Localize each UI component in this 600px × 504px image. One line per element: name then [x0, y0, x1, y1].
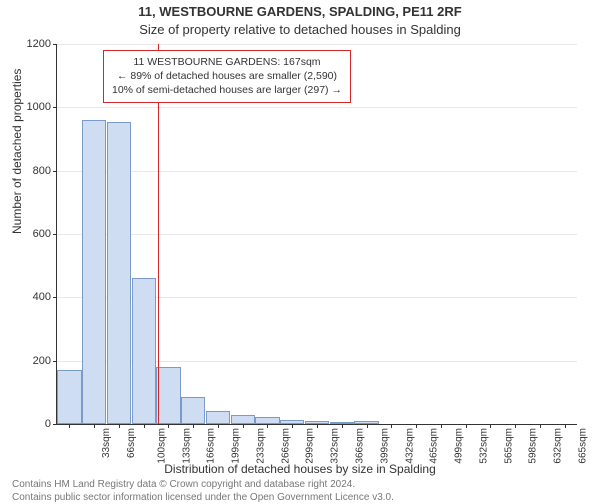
histogram-bar — [57, 370, 81, 424]
x-tick-label: 166sqm — [204, 428, 217, 464]
y-axis-label: Number of detached properties — [10, 69, 24, 234]
histogram-bar — [181, 397, 205, 424]
x-tick-mark — [416, 424, 417, 428]
x-tick-mark — [367, 424, 368, 428]
x-tick-label: 233sqm — [254, 428, 267, 464]
gridline — [57, 234, 577, 235]
x-tick-label: 432sqm — [402, 428, 415, 464]
x-tick-mark — [515, 424, 516, 428]
chart-title-sub: Size of property relative to detached ho… — [0, 22, 600, 37]
x-tick-label: 565sqm — [501, 428, 514, 464]
x-tick-label: 266sqm — [278, 428, 291, 464]
x-tick-label: 33sqm — [99, 428, 112, 458]
x-axis-label: Distribution of detached houses by size … — [0, 462, 600, 476]
histogram-bar — [156, 367, 180, 424]
histogram-bar — [107, 122, 131, 424]
x-tick-mark — [565, 424, 566, 428]
y-tick-label: 600 — [33, 228, 57, 240]
x-tick-mark — [490, 424, 491, 428]
histogram-bar — [255, 417, 279, 424]
y-tick-label: 200 — [33, 355, 57, 367]
annotation-line-3: 10% of semi-detached houses are larger (… — [112, 83, 342, 97]
x-tick-label: 199sqm — [229, 428, 242, 464]
footer-line-1: Contains HM Land Registry data © Crown c… — [12, 478, 394, 491]
x-tick-mark — [193, 424, 194, 428]
x-tick-mark — [267, 424, 268, 428]
y-tick-label: 1200 — [27, 38, 57, 50]
x-tick-label: 133sqm — [179, 428, 192, 464]
x-tick-mark — [292, 424, 293, 428]
x-tick-label: 100sqm — [154, 428, 167, 464]
x-tick-mark — [168, 424, 169, 428]
annotation-line-2: ← 89% of detached houses are smaller (2,… — [112, 69, 342, 83]
x-tick-mark — [441, 424, 442, 428]
histogram-bar — [231, 415, 255, 425]
x-tick-label: 665sqm — [575, 428, 588, 464]
x-tick-mark — [144, 424, 145, 428]
x-tick-mark — [243, 424, 244, 428]
x-tick-mark — [342, 424, 343, 428]
annotation-line-1: 11 WESTBOURNE GARDENS: 167sqm — [112, 55, 342, 69]
x-tick-mark — [317, 424, 318, 428]
gridline — [57, 44, 577, 45]
gridline — [57, 171, 577, 172]
x-tick-mark — [466, 424, 467, 428]
x-tick-label: 299sqm — [303, 428, 316, 464]
footer-attribution: Contains HM Land Registry data © Crown c… — [12, 478, 394, 504]
x-tick-label: 499sqm — [452, 428, 465, 464]
footer-line-2: Contains public sector information licen… — [12, 491, 394, 504]
x-tick-mark — [94, 424, 95, 428]
chart-title-main: 11, WESTBOURNE GARDENS, SPALDING, PE11 2… — [0, 4, 600, 19]
x-tick-mark — [540, 424, 541, 428]
x-tick-label: 598sqm — [526, 428, 539, 464]
y-tick-label: 1000 — [27, 101, 57, 113]
x-tick-label: 366sqm — [353, 428, 366, 464]
x-tick-label: 632sqm — [551, 428, 564, 464]
annotation-box: 11 WESTBOURNE GARDENS: 167sqm ← 89% of d… — [103, 50, 351, 103]
y-tick-label: 800 — [33, 165, 57, 177]
chart-container: 11, WESTBOURNE GARDENS, SPALDING, PE11 2… — [0, 0, 600, 500]
x-tick-label: 399sqm — [377, 428, 390, 464]
x-tick-label: 465sqm — [427, 428, 440, 464]
x-tick-mark — [218, 424, 219, 428]
y-tick-label: 0 — [45, 418, 57, 430]
x-tick-label: 66sqm — [124, 428, 137, 458]
x-tick-label: 532sqm — [476, 428, 489, 464]
y-tick-label: 400 — [33, 291, 57, 303]
x-tick-mark — [391, 424, 392, 428]
plot-area: 02004006008001000120033sqm66sqm100sqm133… — [56, 44, 577, 425]
histogram-bar — [132, 278, 156, 424]
x-tick-mark — [69, 424, 70, 428]
histogram-bar — [206, 411, 230, 424]
x-tick-label: 332sqm — [328, 428, 341, 464]
gridline — [57, 107, 577, 108]
x-tick-mark — [119, 424, 120, 428]
histogram-bar — [82, 120, 106, 424]
